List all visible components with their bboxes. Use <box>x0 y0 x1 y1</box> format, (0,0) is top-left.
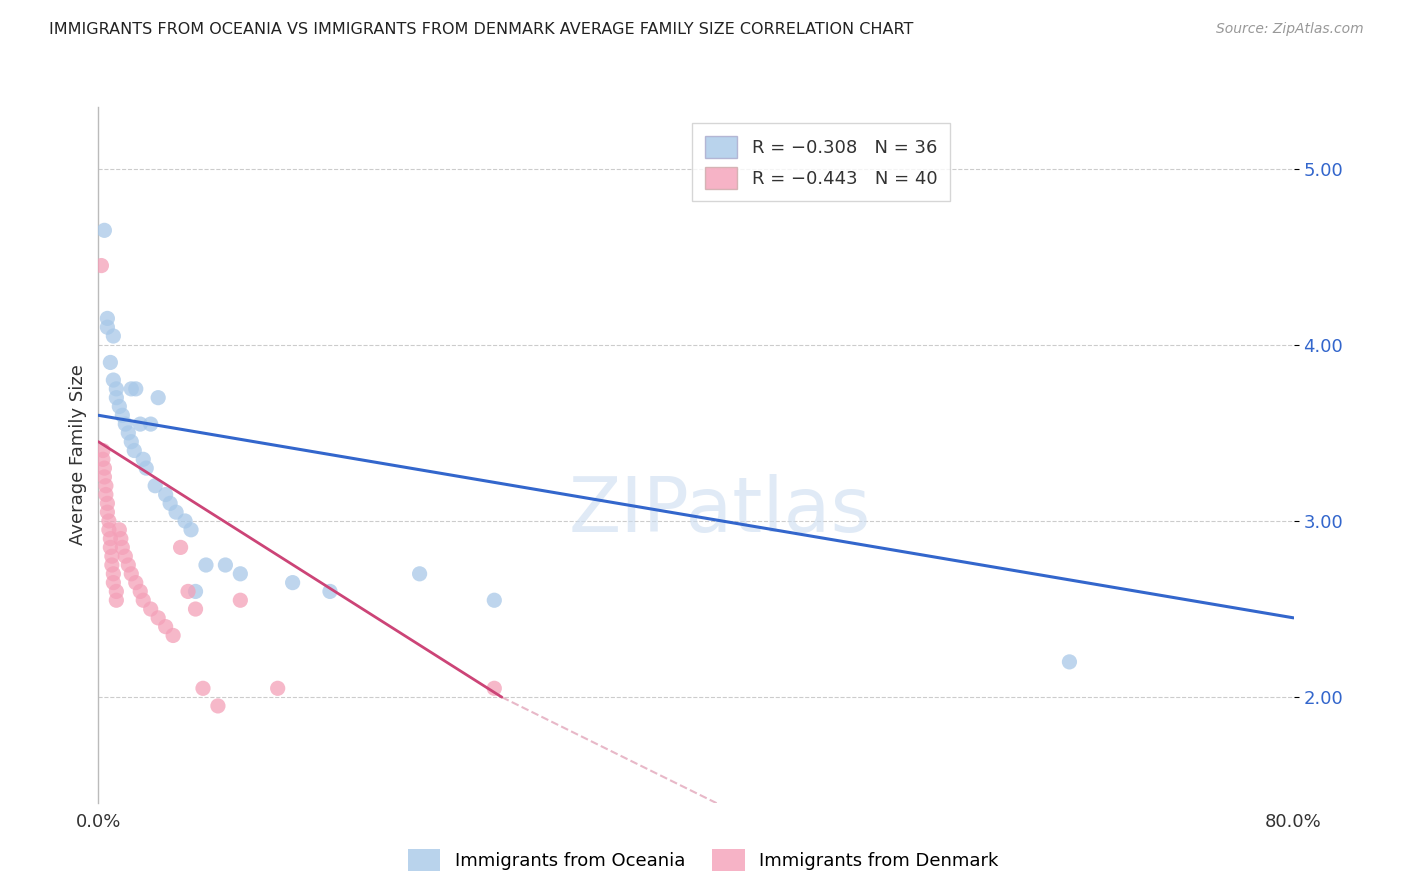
Point <box>125 575 148 590</box>
Point <box>110 532 132 546</box>
Point <box>101 558 124 572</box>
Point <box>111 409 134 423</box>
Point <box>484 593 506 607</box>
Point <box>96 311 118 326</box>
Point <box>169 541 191 555</box>
Point <box>105 391 128 405</box>
Point <box>174 514 197 528</box>
Point <box>207 698 229 713</box>
Point <box>96 320 118 334</box>
Point <box>162 628 184 642</box>
Point <box>94 479 117 493</box>
Point <box>96 505 118 519</box>
Point <box>98 541 122 555</box>
Point <box>90 259 112 273</box>
Point <box>139 602 162 616</box>
Point <box>184 584 207 599</box>
Point <box>120 566 142 581</box>
Point <box>103 329 125 343</box>
Text: IMMIGRANTS FROM OCEANIA VS IMMIGRANTS FROM DENMARK AVERAGE FAMILY SIZE CORRELATI: IMMIGRANTS FROM OCEANIA VS IMMIGRANTS FR… <box>49 22 914 37</box>
Point <box>103 566 125 581</box>
Point <box>91 443 114 458</box>
Point <box>229 566 252 581</box>
Point <box>103 373 125 387</box>
Point <box>108 400 131 414</box>
Point <box>214 558 236 572</box>
Point <box>96 496 118 510</box>
Point <box>129 417 152 431</box>
Point <box>184 602 207 616</box>
Point <box>97 523 120 537</box>
Point <box>1059 655 1081 669</box>
Point <box>195 558 218 572</box>
Point <box>114 549 136 564</box>
Point <box>120 382 142 396</box>
Point <box>117 558 139 572</box>
Text: Source: ZipAtlas.com: Source: ZipAtlas.com <box>1216 22 1364 37</box>
Text: ZIPatlas: ZIPatlas <box>568 474 872 548</box>
Point <box>124 443 146 458</box>
Point <box>103 575 125 590</box>
Y-axis label: Average Family Size: Average Family Size <box>69 365 87 545</box>
Point <box>132 593 155 607</box>
Point <box>267 681 290 696</box>
Point <box>91 452 114 467</box>
Point <box>148 611 170 625</box>
Point <box>98 355 122 369</box>
Point <box>98 532 122 546</box>
Point <box>408 566 430 581</box>
Point <box>105 382 128 396</box>
Point <box>101 549 124 564</box>
Point <box>117 425 139 440</box>
Point <box>105 593 128 607</box>
Point <box>132 452 155 467</box>
Point <box>97 514 120 528</box>
Point <box>139 417 162 431</box>
Point <box>484 681 506 696</box>
Point <box>93 470 115 484</box>
Point <box>177 584 200 599</box>
Point <box>114 417 136 431</box>
Point <box>93 461 115 475</box>
Point <box>111 541 134 555</box>
Point <box>229 593 252 607</box>
Point <box>125 382 148 396</box>
Point <box>143 479 166 493</box>
Point <box>180 523 202 537</box>
Point <box>108 523 131 537</box>
Legend: Immigrants from Oceania, Immigrants from Denmark: Immigrants from Oceania, Immigrants from… <box>401 842 1005 879</box>
Point <box>129 584 152 599</box>
Point <box>93 223 115 237</box>
Point <box>319 584 342 599</box>
Point <box>281 575 304 590</box>
Legend: R = −0.308   N = 36, R = −0.443   N = 40: R = −0.308 N = 36, R = −0.443 N = 40 <box>692 123 950 202</box>
Point <box>105 584 128 599</box>
Point <box>148 391 170 405</box>
Point <box>191 681 214 696</box>
Point <box>165 505 187 519</box>
Point <box>155 620 177 634</box>
Point <box>159 496 181 510</box>
Point <box>135 461 157 475</box>
Point <box>120 434 142 449</box>
Point <box>155 487 177 501</box>
Point <box>94 487 117 501</box>
